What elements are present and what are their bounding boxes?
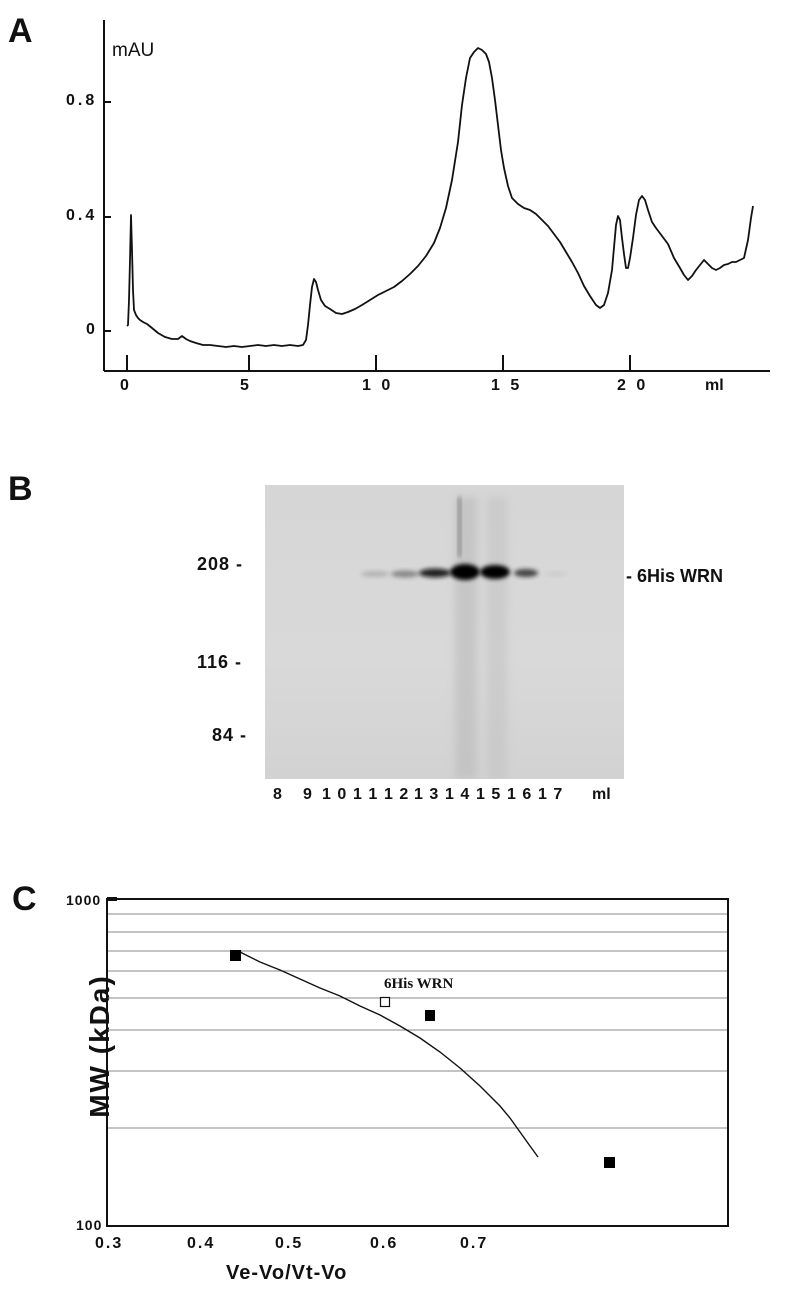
panel-a-ytick-0.8: 0.8 — [66, 92, 98, 109]
band-lane-15 — [480, 565, 510, 579]
band-lane-13 — [419, 568, 451, 578]
panel-c-xtick-0.6: 0.6 — [370, 1235, 399, 1252]
panel-a-xtick-0: 0 — [120, 377, 132, 394]
band-lane-17 — [546, 572, 566, 576]
lane-label-12: 1 2 — [384, 786, 410, 803]
panel-a-xtick-10: 1 0 — [362, 377, 394, 394]
panel-a-xunit: ml — [705, 377, 724, 394]
panel-c-letter: C — [12, 880, 37, 918]
panel-a-ytick-0: 0 — [86, 321, 98, 338]
panel-c-annotation-6his-wrn: 6His WRN — [384, 976, 454, 992]
panel-a-xtick-20: 2 0 — [617, 377, 649, 394]
panel-c-point-standard-1 — [230, 950, 241, 961]
panel-a-letter: A — [8, 12, 33, 50]
lane-label-15: 1 5 — [476, 786, 502, 803]
lane-label-11: 1 1 — [353, 786, 379, 803]
band-lane-11 — [361, 571, 389, 577]
panel-c-xtick-0.5: 0.5 — [275, 1235, 304, 1252]
panel-c-ytick-1000: 1000 — [66, 892, 102, 908]
lane-label-9: 9 — [303, 786, 312, 803]
panel-c-ylabel: MW (kDa) — [84, 974, 115, 1118]
band-lane-12 — [391, 570, 419, 578]
lane-label-14: 1 4 — [445, 786, 471, 803]
marker-208: 208 - — [197, 554, 244, 574]
panel-c-ytick-100: 100 — [76, 1217, 103, 1233]
panel-c-frame — [106, 898, 729, 1227]
panel-a-xtick-15: 1 5 — [491, 377, 523, 394]
lane-label-8: 8 — [273, 786, 282, 803]
panel-c-xlabel: Ve-Vo/Vt-Vo — [226, 1262, 348, 1284]
lane-label-13: 1 3 — [414, 786, 440, 803]
gel-image — [265, 485, 624, 779]
panel-b-letter: B — [8, 470, 33, 508]
panel-c-point-standard-3 — [604, 1157, 615, 1168]
panel-c-point-6his-wrn — [379, 996, 391, 1008]
panel-a-ylabel: mAU — [112, 40, 155, 61]
lane-label-10: 1 0 — [322, 786, 348, 803]
marker-116: 116 - — [197, 652, 243, 672]
band-lane-16 — [514, 569, 538, 577]
lane-label-16: 1 6 — [507, 786, 533, 803]
panel-a-chromatogram — [103, 20, 770, 372]
lane-unit-ml: ml — [592, 786, 611, 803]
lane-label-17: 1 7 — [538, 786, 564, 803]
panel-c-xtick-0.3: 0.3 — [95, 1235, 124, 1252]
panel-c-gridlines — [107, 913, 728, 1129]
panel-a-xtick-5: 5 — [240, 377, 252, 394]
panel-a-trace — [126, 47, 754, 348]
gel-bands — [361, 497, 566, 779]
panel-c-xtick-0.4: 0.4 — [187, 1235, 216, 1252]
panel-a-ytick-0.4: 0.4 — [66, 207, 98, 224]
band-label-6his-wrn: - 6His WRN — [626, 566, 724, 586]
panel-c-xtick-0.7: 0.7 — [460, 1235, 489, 1252]
band-lane-14 — [450, 564, 480, 580]
marker-84: 84 - — [212, 725, 248, 745]
panel-c-point-standard-2 — [425, 1010, 435, 1021]
panel-a-axes — [103, 20, 770, 372]
